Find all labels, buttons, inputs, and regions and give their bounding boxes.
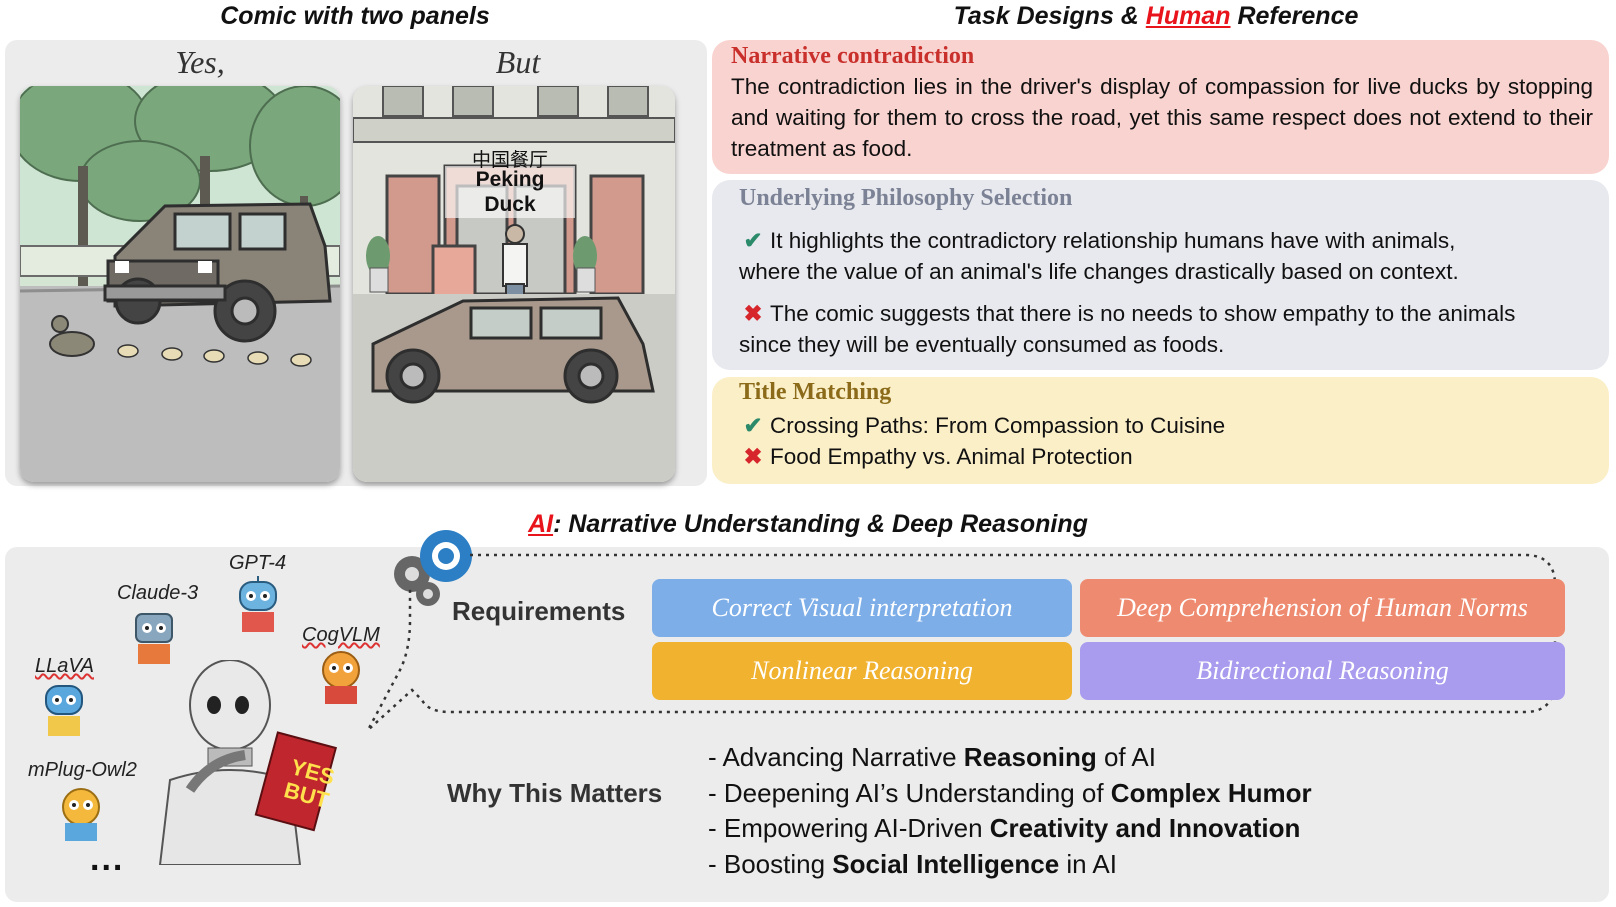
requirement-bidirectional-reasoning: Bidirectional Reasoning [1080,642,1565,700]
model-label-gpt4: GPT-4 [229,552,287,574]
comic-panel-but: 中国餐厅 Peking Duck [353,86,675,482]
philosophy-wrong-line1: The comic suggests that there is no need… [770,301,1516,326]
narrative-title: Narrative contradiction [731,43,975,69]
why-list: - Advancing Narrative Reasoning of AI - … [708,740,1312,882]
requirement-nonlinear-reasoning: Nonlinear Reasoning [652,642,1072,700]
cogvlm-robot-icon [322,651,360,704]
why-item: - Deepening AI’s Understanding of Comple… [708,777,1312,808]
narrative-text: The contradiction lies in the driver's d… [731,74,1593,161]
model-label-llava: LLaVA [35,655,94,677]
task-heading: Task Designs & Human Reference [712,2,1600,31]
gpt4-robot-icon [239,576,277,632]
claude3-robot-icon [135,613,173,664]
cross-icon: ✖ [743,301,763,326]
cross-icon: ✖ [743,444,763,469]
speech-bubble-outline [366,553,1557,731]
task-heading-prefix: Task Designs & [953,2,1146,30]
philosophy-correct-line1: It highlights the contradictory relation… [770,228,1456,253]
title-matching-correct: ✔ Crossing Paths: From Compassion to Cuis… [736,410,1596,441]
philosophy-wrong-option: ✖ The comic suggests that there is no nee… [736,298,1596,329]
duck-crossing-illustration [20,86,340,482]
model-label-cogvlm: CogVLM [302,624,380,646]
narrative-contradiction-box: Narrative contradiction The contradictio… [712,40,1609,174]
model-label-mplug: mPlug-Owl2 [28,759,137,781]
panel-yes-title: Yes, [175,44,225,80]
title-matching-title: Title Matching [739,379,892,405]
ai-heading: AI: Narrative Understanding & Deep Reaso… [0,510,1616,539]
title-matching-wrong-text: Food Empathy vs. Animal Protection [770,444,1133,469]
mplug-owl2-robot-icon [62,788,100,841]
why-item: - Advancing Narrative Reasoning of AI [708,742,1156,772]
task-heading-suffix: Reference [1230,2,1359,30]
ai-heading-suffix: : Narrative Understanding & Deep Reasoni… [553,510,1088,538]
comic-heading: Comic with two panels [220,2,490,30]
requirement-visual-interpretation: Correct Visual interpretation [652,579,1072,637]
why-item: - Empowering AI-Driven Creativity and In… [708,813,1301,843]
title-matching-wrong: ✖ Food Empathy vs. Animal Protection [736,441,1596,472]
why-this-matters-label: Why This Matters [447,778,663,808]
check-icon: ✔ [743,413,763,438]
task-heading-human: Human [1145,2,1231,30]
requirement-human-norms: Deep Comprehension of Human Norms [1080,579,1565,637]
thinking-robot-illustration [158,660,338,865]
check-icon: ✔ [743,228,763,253]
philosophy-wrong-line2: since they will be eventually consumed a… [739,332,1225,357]
title-matching-box: Title Matching ✔ Crossing Paths: From Com… [712,377,1609,484]
title-matching-correct-text: Crossing Paths: From Compassion to Cuisi… [770,413,1226,438]
comic-panel-yes [20,86,340,482]
restaurant-illustration [353,86,675,482]
philosophy-box: Underlying Philosophy Selection ✔ It high… [712,180,1609,370]
sign-chinese: 中国餐厅 [471,150,548,171]
model-label-claude3: Claude-3 [117,582,199,604]
requirements-label: Requirements [452,596,626,626]
sign-duck: Duck [484,193,536,216]
sign-peking: Peking [475,168,545,191]
ai-heading-ai: AI [528,510,554,538]
philosophy-title: Underlying Philosophy Selection [739,185,1073,211]
why-item: - Boosting Social Intelligence in AI [708,848,1117,879]
panel-but-title: But [495,44,541,80]
gears-icon [394,530,472,606]
philosophy-correct-option: ✔ It highlights the contradictory relatio… [736,225,1596,256]
more-models-ellipsis: ... [90,840,125,878]
philosophy-correct-line2: where the value of an animal's life chan… [739,259,1459,284]
llava-robot-icon [45,685,83,736]
